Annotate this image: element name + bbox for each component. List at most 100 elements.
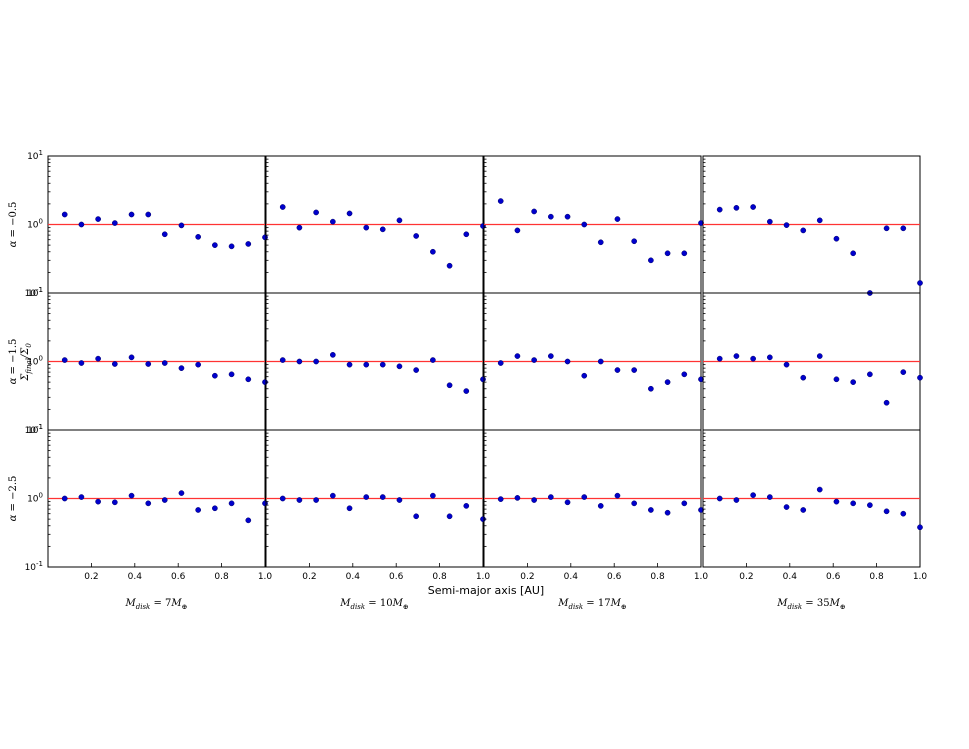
x-tick-label: 0.8 — [869, 572, 884, 582]
data-point — [850, 379, 857, 385]
data-point — [413, 367, 420, 373]
data-point — [833, 235, 840, 242]
data-point — [800, 227, 807, 234]
data-point — [850, 500, 857, 507]
panel-r1-c2 — [265, 155, 486, 294]
data-point — [296, 358, 303, 365]
data-point — [766, 218, 773, 225]
x-tick-label: 0.6 — [389, 572, 404, 582]
data-point — [61, 495, 68, 502]
panel-r2-c2 — [265, 292, 486, 431]
data-point — [783, 504, 790, 510]
data-point — [228, 500, 235, 507]
data-point — [750, 492, 756, 498]
panel-r1-c3 — [483, 155, 704, 294]
data-point — [313, 358, 319, 365]
data-point — [833, 376, 840, 383]
data-point — [917, 374, 923, 381]
data-point — [446, 513, 453, 520]
data-point — [733, 205, 740, 211]
data-point — [614, 492, 621, 499]
data-point — [363, 224, 370, 231]
data-point — [195, 234, 202, 240]
y-tick-label: 100 — [27, 492, 43, 505]
data-point — [716, 495, 723, 502]
y-tick-label: 100 — [27, 218, 43, 231]
data-point — [614, 216, 621, 222]
data-point — [329, 492, 336, 499]
data-point — [296, 224, 303, 231]
y-tick-label: 10-1 — [25, 560, 43, 573]
data-point — [346, 505, 353, 512]
data-point — [346, 361, 353, 368]
data-point — [446, 262, 453, 269]
data-point — [430, 357, 436, 363]
x-tick-label: 0.8 — [650, 572, 665, 582]
data-point — [900, 225, 907, 232]
y-axis-title: Σfinal/Σ0 — [20, 343, 33, 382]
x-tick-label: 0.2 — [84, 572, 98, 582]
data-point — [581, 221, 588, 228]
data-point — [413, 233, 420, 239]
data-point — [547, 353, 554, 359]
y-tick-label: 101 — [27, 286, 43, 299]
row-label-alpha: α = −0.5 — [8, 202, 19, 248]
data-point — [61, 357, 68, 363]
data-point — [430, 492, 436, 499]
panel-r2-c1: 101 100 10-1 — [25, 286, 268, 436]
x-tick-label: 1.0 — [694, 572, 709, 582]
data-point — [245, 241, 252, 247]
panel-r3-c1: 101 100 10-1 0.2 0.4 0.6 0.8 1.0 — [25, 423, 273, 582]
data-point — [514, 227, 521, 234]
data-point — [178, 222, 185, 229]
y-tick-label: 10-1 — [25, 423, 43, 436]
data-point — [228, 371, 235, 378]
data-point — [463, 388, 470, 394]
panel-r2-c4 — [702, 292, 923, 431]
data-point — [363, 361, 370, 368]
data-point — [379, 361, 386, 368]
data-point — [698, 507, 704, 513]
y-tick-label: 10-1 — [25, 286, 43, 299]
data-point — [128, 492, 135, 499]
data-point — [212, 372, 218, 379]
data-point — [750, 355, 756, 362]
data-point — [883, 508, 890, 515]
x-tick-label: 0.4 — [783, 572, 798, 582]
column-label-disk-mass: Mdisk = 7M⊕ — [124, 598, 187, 611]
data-point — [514, 495, 521, 501]
data-point — [733, 353, 740, 359]
data-point — [161, 360, 168, 366]
data-point — [396, 217, 403, 224]
data-point — [446, 382, 453, 389]
panel-r3-c3: 0.2 0.4 0.6 0.8 1.0 — [483, 429, 709, 582]
data-point — [497, 198, 504, 204]
data-point — [816, 217, 823, 224]
panel-r3-c4: 0.2 0.4 0.6 0.8 1.0 — [702, 429, 927, 582]
data-point — [597, 239, 604, 246]
data-point — [413, 513, 420, 520]
data-point — [564, 499, 571, 506]
data-point — [664, 379, 671, 385]
data-point — [111, 499, 118, 506]
data-point — [531, 497, 537, 503]
data-point — [111, 220, 118, 226]
data-point — [497, 496, 504, 502]
data-point — [581, 494, 588, 500]
data-point — [463, 231, 470, 238]
data-point — [733, 497, 740, 503]
data-point — [279, 357, 286, 363]
x-tick-label: 0.4 — [564, 572, 579, 582]
data-point — [346, 210, 353, 217]
data-point — [61, 211, 68, 218]
data-point — [212, 242, 218, 248]
data-point — [547, 213, 554, 220]
data-point — [95, 216, 101, 222]
data-point — [766, 354, 773, 361]
data-point — [514, 353, 521, 359]
data-point — [900, 369, 907, 375]
data-point — [128, 354, 135, 361]
data-point — [111, 361, 118, 367]
data-point — [716, 206, 723, 213]
